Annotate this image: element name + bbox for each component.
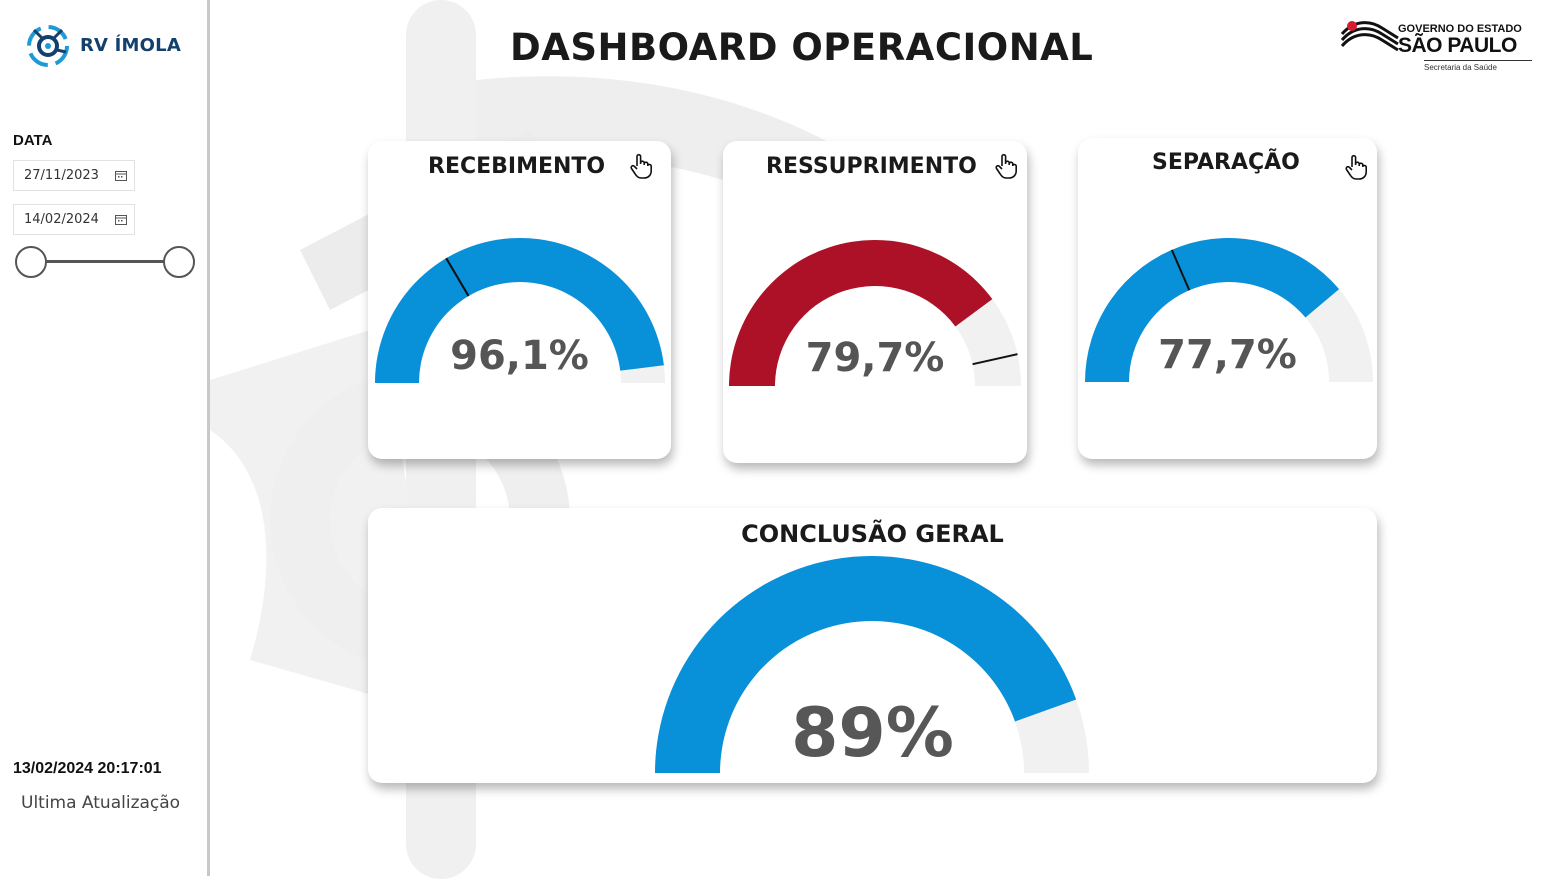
gauge-separacao[interactable] (1084, 235, 1374, 385)
card-title: RESSUPRIMENTO (766, 154, 977, 179)
gauge-target-marker (1170, 249, 1191, 291)
start-date-input[interactable]: 27/11/2023 (13, 160, 135, 191)
gauge-fill (1085, 237, 1340, 382)
gauge-fill (375, 237, 664, 383)
slider-start-handle[interactable] (15, 246, 47, 278)
gauge-conclusao-geral[interactable] (654, 554, 1092, 774)
last-update-timestamp: 13/02/2024 20:17:01 (13, 760, 162, 777)
sao-paulo-flag-icon (1340, 21, 1399, 52)
slider-track[interactable] (31, 260, 179, 263)
gauge-fill (729, 240, 993, 386)
last-update-label: Ultima Atualização (21, 793, 181, 813)
gauge-value: 79,7% (805, 335, 945, 381)
card-ressuprimento[interactable]: RESSUPRIMENTO 79,7% (723, 141, 1027, 463)
gauge-fill (655, 556, 1077, 773)
slider-end-handle[interactable] (163, 246, 195, 278)
sidebar: RV ÍMOLA DATA 27/11/2023 14/02/2024 13/0… (0, 0, 210, 876)
card-title: SEPARAÇÃO (1152, 150, 1300, 175)
calendar-icon[interactable] (115, 214, 127, 225)
gov-line2: SÃO PAULO (1398, 34, 1517, 57)
divider (1424, 60, 1532, 61)
page-title: DASHBOARD OPERACIONAL (510, 26, 1094, 69)
gov-line1: GOVERNO DO ESTADO (1398, 23, 1522, 35)
gauge-target-marker (972, 353, 1018, 366)
hand-pointer-icon[interactable] (994, 153, 1018, 179)
card-separacao[interactable]: SEPARAÇÃO 77,7% (1078, 138, 1377, 459)
rv-imola-logo-icon (27, 25, 69, 67)
start-date-value: 27/11/2023 (24, 168, 99, 183)
gauge-recebimento[interactable] (372, 236, 668, 386)
gauge-target-marker (445, 257, 470, 297)
card-conclusao-geral[interactable]: CONCLUSÃO GERAL 89% (368, 508, 1377, 783)
calendar-icon[interactable] (115, 170, 127, 181)
date-filter-label: DATA (13, 132, 53, 149)
gauge-value: 89% (791, 694, 954, 773)
brand-name: RV ÍMOLA (80, 34, 181, 56)
end-date-value: 14/02/2024 (24, 212, 99, 227)
hand-pointer-icon[interactable] (1344, 154, 1368, 180)
gov-sp-logo: GOVERNO DO ESTADO SÃO PAULO Secretaria d… (1340, 16, 1532, 76)
card-title: CONCLUSÃO GERAL (741, 520, 1004, 548)
brand-logo: RV ÍMOLA (24, 20, 181, 70)
card-recebimento[interactable]: RECEBIMENTO 96,1% (368, 141, 671, 459)
card-title: RECEBIMENTO (428, 154, 606, 179)
gauge-ressuprimento[interactable] (729, 238, 1023, 388)
gauge-value: 96,1% (450, 333, 589, 379)
gauge-value: 77,7% (1158, 332, 1297, 378)
end-date-input[interactable]: 14/02/2024 (13, 204, 135, 235)
hand-pointer-icon[interactable] (629, 153, 653, 179)
gov-line3: Secretaria da Saúde (1424, 63, 1497, 72)
date-range-slider[interactable] (15, 246, 195, 278)
